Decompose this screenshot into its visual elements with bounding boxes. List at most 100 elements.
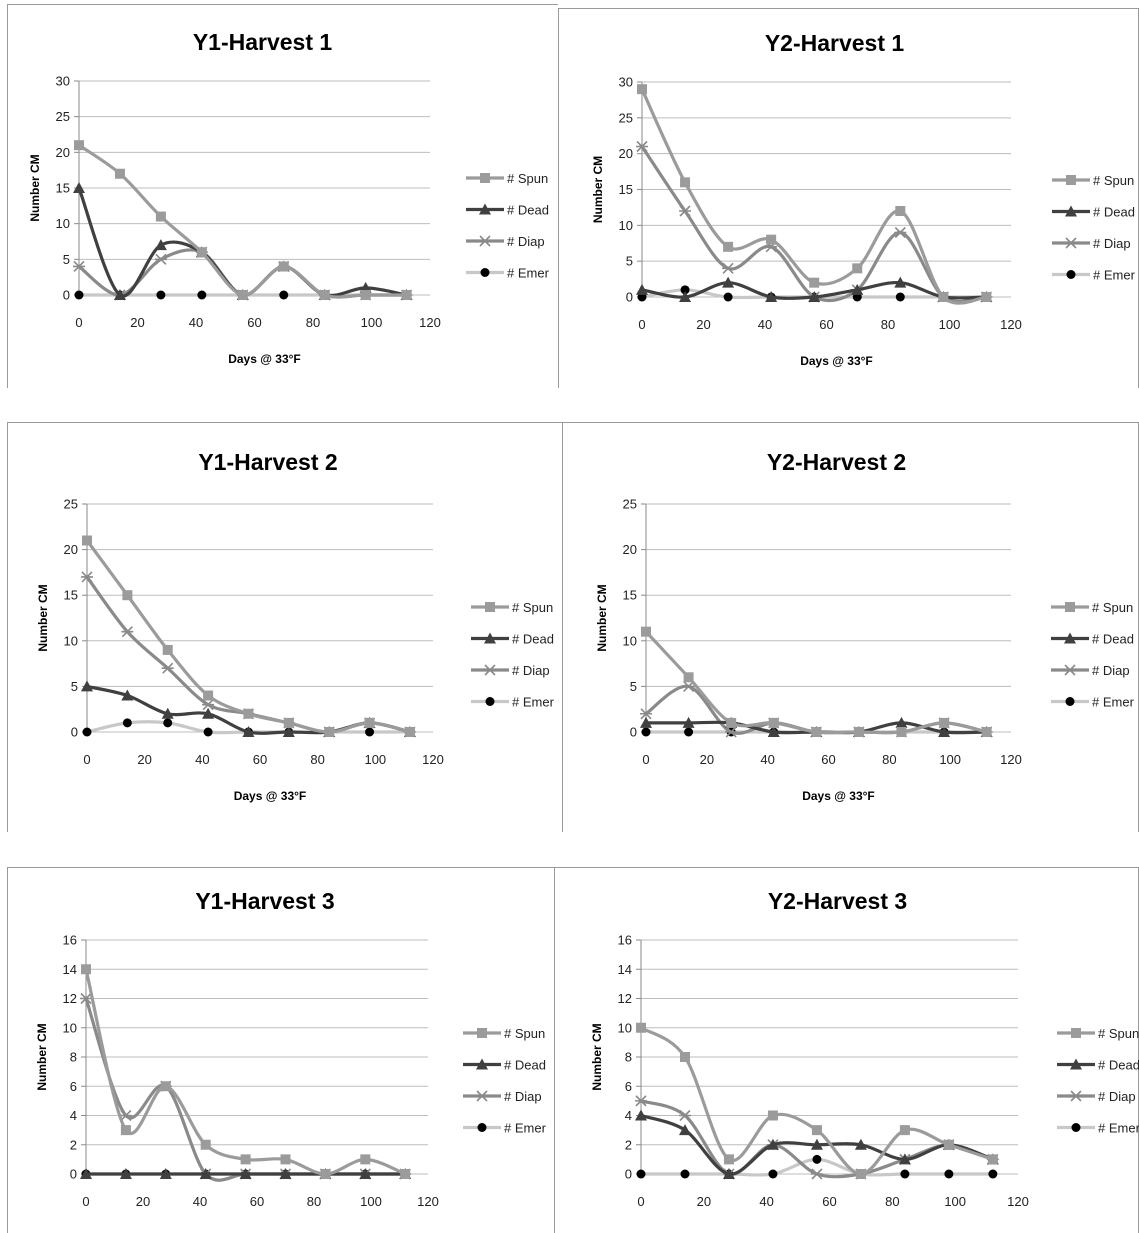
x-tick-label: 120 bbox=[419, 315, 441, 330]
data-point bbox=[811, 1125, 822, 1136]
y-tick-label: 0 bbox=[70, 1167, 77, 1182]
data-point bbox=[635, 1109, 647, 1121]
data-point bbox=[162, 644, 173, 655]
legend-label: # Emer bbox=[1092, 695, 1135, 710]
x-tick-label: 60 bbox=[822, 1194, 836, 1209]
x-tick-label: 100 bbox=[361, 315, 383, 330]
y-tick-label: 10 bbox=[619, 218, 633, 233]
data-point bbox=[203, 727, 213, 737]
y-tick-label: 5 bbox=[63, 252, 70, 267]
legend-item: # Emer bbox=[1052, 268, 1136, 283]
legend-marker bbox=[476, 1090, 488, 1102]
data-point bbox=[981, 292, 992, 302]
legend-marker bbox=[1066, 270, 1076, 279]
data-point bbox=[810, 1168, 823, 1180]
series-line bbox=[84, 967, 407, 1176]
x-tick-label: 60 bbox=[819, 317, 833, 332]
legend-marker bbox=[1064, 664, 1076, 676]
data-point bbox=[636, 283, 648, 295]
legend-item: # Diap bbox=[466, 234, 545, 249]
x-tick-label: 0 bbox=[82, 1194, 89, 1209]
legend-label: # Spun bbox=[504, 1026, 545, 1041]
data-point bbox=[679, 1052, 690, 1062]
x-tick-label: 40 bbox=[758, 317, 772, 332]
data-point bbox=[938, 726, 951, 737]
x-tick-label: 80 bbox=[306, 315, 320, 330]
y-tick-label: 15 bbox=[619, 182, 633, 197]
y-tick-label: 16 bbox=[618, 933, 632, 948]
series-spun bbox=[637, 84, 992, 305]
data-point bbox=[684, 727, 694, 737]
legend-marker bbox=[1066, 175, 1076, 185]
y-tick-label: 25 bbox=[623, 497, 637, 512]
x-tick-label: 20 bbox=[697, 1194, 711, 1209]
data-point bbox=[944, 1169, 954, 1179]
data-point bbox=[81, 680, 93, 692]
y-tick-label: 16 bbox=[63, 933, 77, 948]
data-point bbox=[155, 211, 166, 222]
data-point bbox=[404, 727, 415, 737]
y-tick-label: 15 bbox=[623, 588, 637, 603]
legend-marker bbox=[1065, 237, 1077, 249]
legend-label: # Diap bbox=[1098, 1089, 1136, 1104]
data-point bbox=[113, 289, 126, 300]
data-point bbox=[855, 1169, 866, 1179]
x-tick-label: 60 bbox=[253, 752, 267, 767]
x-tick-label: 100 bbox=[939, 317, 961, 332]
x-axis-label: Days @ 33°F bbox=[231, 1231, 304, 1233]
legend: # Spun # Dead # Diap # Emer bbox=[471, 600, 555, 710]
data-point bbox=[723, 292, 733, 302]
series-diap bbox=[635, 1095, 999, 1180]
legend: # Spun # Dead # Diap # Emer bbox=[1052, 173, 1136, 283]
chart-svg: Y1-Harvest 3 0 2 4 6 8 10 12 14 16 0 20 40 60 80 100 120… bbox=[35, 888, 547, 1233]
x-tick-label: 20 bbox=[696, 317, 710, 332]
data-point bbox=[812, 1154, 822, 1164]
series-line bbox=[644, 630, 989, 735]
y-tick-label: 0 bbox=[63, 288, 70, 303]
y-tick-label: 25 bbox=[56, 109, 70, 124]
data-point bbox=[767, 726, 780, 737]
x-tick-label: 120 bbox=[1000, 752, 1022, 767]
y-tick-label: 10 bbox=[56, 216, 70, 231]
legend-marker bbox=[477, 1028, 487, 1038]
data-point bbox=[122, 590, 133, 601]
legend: # Spun # Dead # Diap # Emer bbox=[466, 171, 550, 281]
legend-item: # Spun bbox=[1052, 173, 1134, 188]
x-axis-label: Days @ 33°F bbox=[234, 789, 307, 803]
legend-label: # Diap bbox=[1092, 663, 1130, 678]
series-line bbox=[77, 143, 409, 299]
data-point bbox=[73, 260, 85, 273]
data-point bbox=[726, 717, 737, 728]
data-point bbox=[637, 84, 647, 95]
data-point bbox=[680, 177, 691, 188]
legend: # Spun # Dead # Diap # Emer bbox=[1051, 600, 1135, 710]
chart-title: Y1-Harvest 1 bbox=[193, 29, 333, 55]
legend-label: # Dead bbox=[1092, 632, 1134, 647]
legend-item: # Emer bbox=[466, 266, 550, 281]
chart-panel-y2-harvest-3: Y2-Harvest 3 0 2 4 6 8 10 12 14 16 0 20 40 60 80 100 120… bbox=[554, 867, 1139, 1233]
data-point bbox=[74, 140, 84, 151]
data-point bbox=[895, 716, 908, 728]
data-point bbox=[851, 283, 864, 295]
data-point bbox=[400, 1169, 411, 1179]
data-point bbox=[939, 717, 950, 728]
data-point bbox=[640, 708, 652, 720]
y-tick-label: 25 bbox=[64, 497, 78, 512]
chart-panel-y1-harvest-2: Y1-Harvest 2 0 5 10 15 20 25 0 20 40 60 80 100 120 Day… bbox=[7, 422, 562, 832]
legend-item: # Diap bbox=[1052, 236, 1131, 251]
legend-marker bbox=[479, 235, 491, 247]
y-axis-label: Number CM bbox=[35, 1023, 49, 1090]
x-tick-label: 80 bbox=[885, 1194, 899, 1209]
series-spun bbox=[74, 140, 412, 300]
y-tick-label: 6 bbox=[625, 1079, 632, 1094]
x-tick-label: 120 bbox=[417, 1194, 439, 1209]
legend-label: # Dead bbox=[504, 1058, 546, 1073]
y-axis-label: Number CM bbox=[590, 1023, 604, 1090]
data-point bbox=[641, 626, 651, 637]
data-point bbox=[243, 708, 254, 719]
x-tick-label: 100 bbox=[360, 1194, 382, 1209]
data-point bbox=[161, 707, 174, 719]
data-point bbox=[197, 290, 207, 300]
y-tick-label: 20 bbox=[64, 542, 78, 557]
